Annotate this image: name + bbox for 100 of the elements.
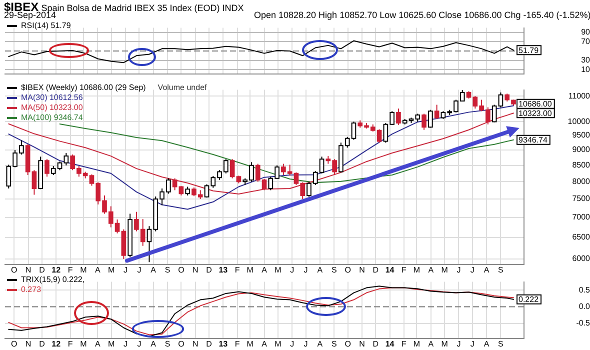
x-tick-label: F xyxy=(234,339,240,348)
x-tick-label: D xyxy=(39,339,46,348)
x-tick-label: N xyxy=(192,265,198,274)
x-tick-label: D xyxy=(372,339,379,348)
x-tick-label: M xyxy=(246,339,254,348)
x-tick-label: A xyxy=(317,339,324,348)
y-tick-label: 10000 xyxy=(568,116,590,126)
x-tick-label: J xyxy=(304,265,308,274)
x-tick-label: M xyxy=(413,265,420,274)
x-tick-label: M xyxy=(80,265,88,274)
y-tick-label: 7500 xyxy=(572,194,590,204)
x-tick-label: A xyxy=(428,339,434,348)
x-tick-label: D xyxy=(39,265,46,274)
x-tick-label: M xyxy=(246,265,254,274)
x-tick-label: D xyxy=(206,339,212,348)
x-tick-label: O xyxy=(344,265,351,274)
legend-label: TRIX(15,9) 0.222, xyxy=(21,275,85,284)
x-tick-label: N xyxy=(192,339,198,348)
x-tick-label: N xyxy=(25,339,32,348)
y-tick-label: 8500 xyxy=(572,160,590,170)
text: Open 10828.20 High 10852.70 Low 10625.60 Close 10686.00 Chg -165.40 (-1.52%) xyxy=(254,10,590,20)
x-tick-label: S xyxy=(498,339,504,348)
x-tick-label: F xyxy=(402,265,407,274)
y-tick-label: 9000 xyxy=(572,145,590,154)
y-tick-label: 9500 xyxy=(572,130,590,140)
x-tick-label: A xyxy=(484,265,490,274)
x-tick-label: S xyxy=(164,265,170,274)
x-tick-label: A xyxy=(94,265,101,274)
x-tick-label: 14 xyxy=(385,339,395,348)
legend-label: RSI(14) 51.79 xyxy=(21,21,72,30)
x-tick-label: 13 xyxy=(218,339,228,348)
x-tick-label: A xyxy=(317,265,324,274)
legend-label: MA(100) 9346.74 xyxy=(21,113,84,122)
x-tick-label: N xyxy=(359,265,366,274)
chart-subtitle: 29-Sep-2014 xyxy=(4,10,56,20)
legend-label: 0.273 xyxy=(21,285,42,294)
x-tick-label: D xyxy=(372,265,379,274)
x-tick-label: M xyxy=(441,265,448,274)
x-tick-label: S xyxy=(331,339,337,348)
x-tick-label: O xyxy=(178,339,184,348)
x-tick-label: J xyxy=(124,265,128,274)
y-tick-label: 0.0 xyxy=(578,302,590,311)
x-tick-label: M xyxy=(441,339,448,348)
y-tick-label: 70 xyxy=(581,36,590,46)
x-tick-label: J xyxy=(470,339,474,348)
x-tick-label: 12 xyxy=(52,339,62,348)
x-tick-label: J xyxy=(456,265,461,274)
y-tick-label: 6000 xyxy=(572,254,590,264)
x-tick-label: O xyxy=(11,265,18,274)
legend-label: MA(50) 10323.00 xyxy=(21,103,84,112)
y-tick-label: 0.5 xyxy=(578,285,590,294)
x-tick-label: M xyxy=(108,265,116,274)
x-tick-label: 14 xyxy=(385,265,395,274)
x-tick-label: O xyxy=(11,339,18,348)
annotation: 51.79 xyxy=(518,46,540,55)
legend-label: MA(30) 10612.56 xyxy=(21,93,84,102)
y-tick-label: 8000 xyxy=(572,176,590,186)
x-tick-label: A xyxy=(150,339,157,348)
x-tick-label: J xyxy=(137,265,142,274)
x-tick-label: S xyxy=(331,265,337,274)
x-tick-label: M xyxy=(108,339,116,348)
x-tick-label: F xyxy=(402,339,407,348)
x-tick-label: F xyxy=(234,265,240,274)
annotation: Volume undef xyxy=(158,83,208,92)
x-tick-label: A xyxy=(428,265,434,274)
y-tick-label: 11000 xyxy=(568,91,590,100)
x-tick-label: O xyxy=(178,265,184,274)
x-tick-label: F xyxy=(68,265,73,274)
x-tick-label: N xyxy=(25,265,32,274)
x-tick-label: A xyxy=(262,339,268,348)
x-tick-label: J xyxy=(470,265,474,274)
x-tick-label: D xyxy=(206,265,212,274)
x-tick-label: A xyxy=(94,339,101,348)
x-tick-label: A xyxy=(484,339,490,348)
x-tick-label: J xyxy=(290,265,294,274)
annotation: 0.222 xyxy=(518,295,540,304)
x-tick-label: F xyxy=(68,339,73,348)
x-tick-label: S xyxy=(164,339,170,348)
x-tick-label: M xyxy=(80,339,88,348)
x-tick-label: M xyxy=(274,265,282,274)
annotation: 10686.00 xyxy=(518,100,552,109)
x-tick-label: J xyxy=(137,339,142,348)
legend-label: $IBEX (Weekly) 10686.00 (29 Sep) xyxy=(21,83,146,92)
x-tick-label: J xyxy=(456,339,461,348)
x-tick-label: 13 xyxy=(218,265,228,274)
x-tick-label: N xyxy=(359,339,366,348)
x-tick-label: M xyxy=(274,339,282,348)
x-tick-label: A xyxy=(150,265,157,274)
x-tick-label: J xyxy=(124,339,128,348)
x-tick-label: J xyxy=(290,339,294,348)
x-tick-label: A xyxy=(262,265,268,274)
x-tick-label: J xyxy=(304,339,308,348)
y-tick-label: 6500 xyxy=(572,232,590,242)
x-tick-label: M xyxy=(413,339,420,348)
y-tick-label: 7000 xyxy=(572,212,590,222)
x-tick-label: 12 xyxy=(52,265,62,274)
y-tick-label: 90 xyxy=(581,28,590,37)
annotation: 9346.74 xyxy=(518,136,548,145)
y-tick-label: 30 xyxy=(581,55,590,64)
x-tick-label: O xyxy=(344,339,351,348)
